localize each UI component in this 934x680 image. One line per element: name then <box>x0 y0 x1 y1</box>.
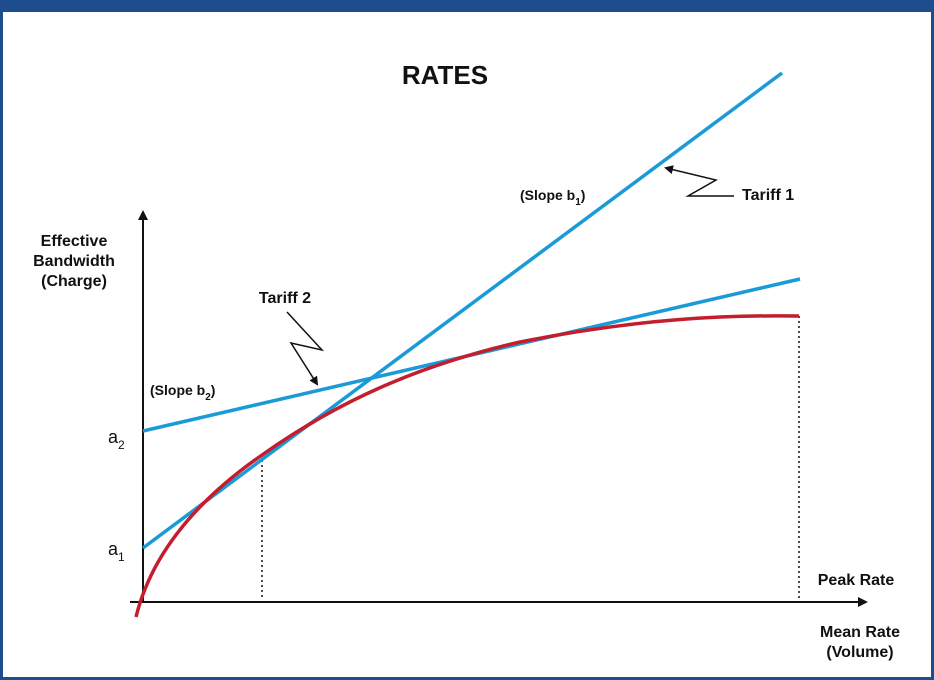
intercept-a2-label: a2 <box>108 427 125 452</box>
y-axis-label-line2: Bandwidth <box>33 253 115 270</box>
y-axis-label-line1: Effective <box>41 233 108 250</box>
x-axis-label-line2: (Volume) <box>826 644 893 661</box>
tariff2-slope-label: (Slope b2) <box>150 382 215 403</box>
intercept-a1-label: a1 <box>108 539 125 564</box>
tariff1-slope-label: (Slope b1) <box>520 187 585 208</box>
effective-bandwidth-curve <box>134 314 800 618</box>
tariff1-line <box>141 71 784 550</box>
diagram-title: RATES <box>402 60 488 90</box>
tariff1-pointer-arrow <box>664 165 734 197</box>
tariff2-label: Tariff 2 <box>259 290 311 307</box>
peak-rate-label: Peak Rate <box>818 572 895 589</box>
y-axis-label-line3: (Charge) <box>41 273 107 290</box>
tariff1-label: Tariff 1 <box>742 187 794 204</box>
tariff2-pointer-arrow <box>286 311 325 386</box>
x-axis-label-line1: Mean Rate <box>820 624 900 641</box>
